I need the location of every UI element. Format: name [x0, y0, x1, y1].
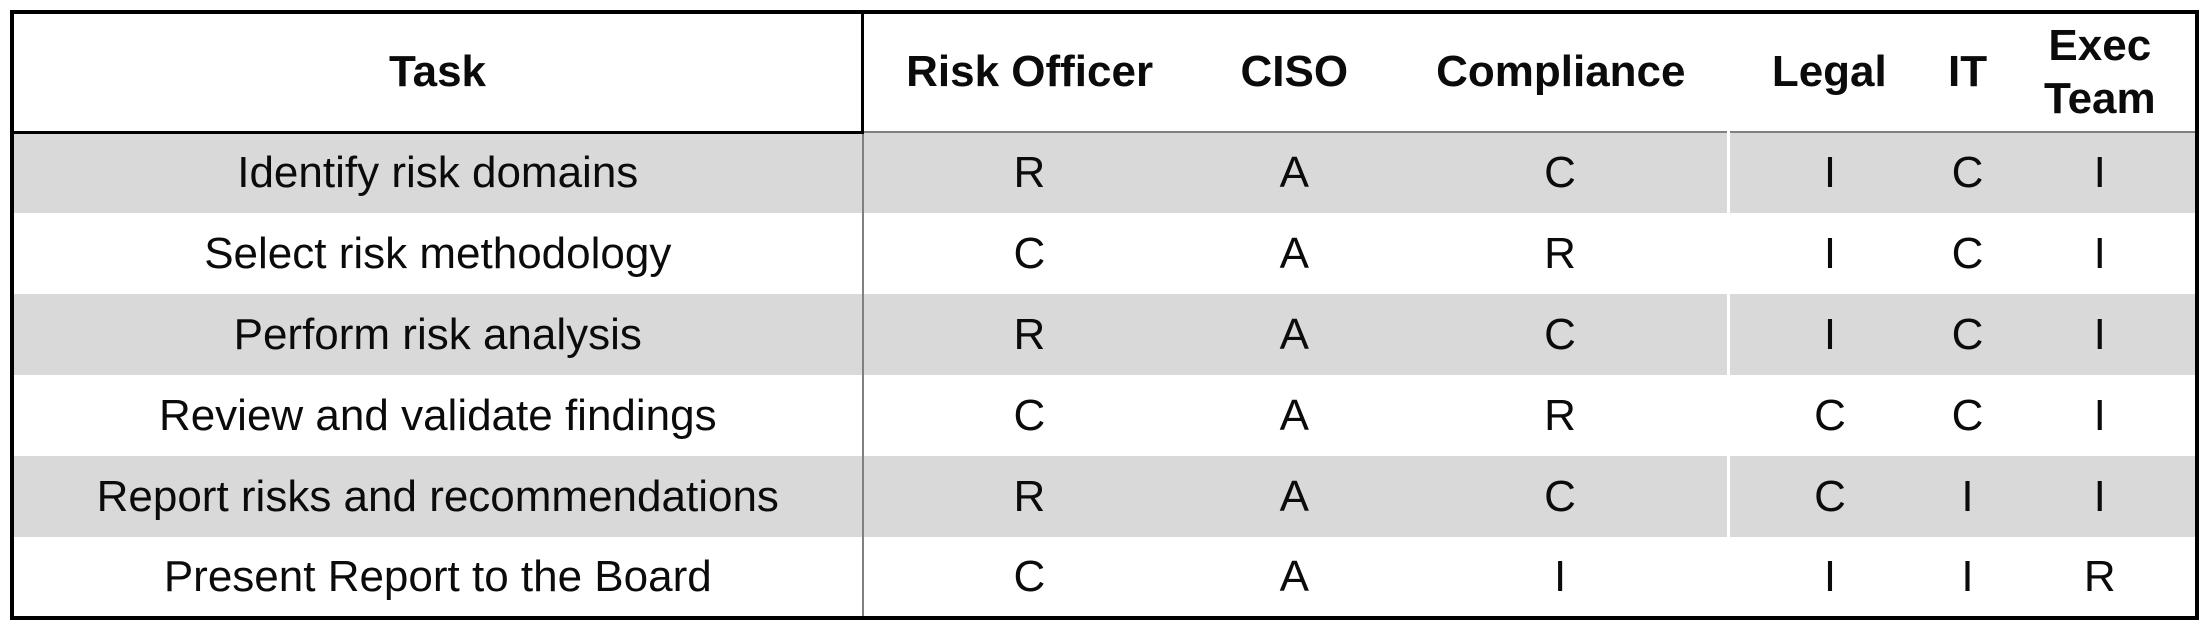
table-row: Review and validate findings C A R C C I — [12, 375, 2197, 456]
task-cell: Select risk methodology — [12, 213, 864, 294]
raci-cell: I — [1930, 537, 2005, 618]
column-header-task: Task — [12, 12, 865, 134]
raci-cell: A — [1195, 375, 1394, 456]
table-row: Report risks and recommendations R A C C… — [12, 456, 2197, 537]
raci-cell: R — [2004, 537, 2197, 618]
raci-cell: I — [2004, 456, 2197, 537]
column-header-exec-team: Exec Team — [2004, 12, 2197, 133]
raci-cell: I — [1393, 537, 1730, 618]
raci-cell: C — [1930, 213, 2005, 294]
raci-cell: I — [1728, 213, 1931, 294]
raci-cell: R — [862, 132, 1196, 213]
raci-cell: A — [1195, 132, 1394, 213]
task-cell: Perform risk analysis — [12, 294, 864, 375]
raci-cell: C — [1393, 294, 1730, 375]
column-header-risk-officer: Risk Officer — [862, 12, 1196, 133]
raci-cell: A — [1195, 456, 1394, 537]
raci-cell: I — [2004, 132, 2197, 213]
raci-table: Task Risk Officer CISO Compliance Legal … — [10, 10, 2199, 620]
table-row: Select risk methodology C A R I C I — [12, 213, 2197, 294]
task-cell: Identify risk domains — [12, 132, 864, 213]
column-header-legal: Legal — [1728, 12, 1931, 133]
column-header-it: IT — [1930, 12, 2005, 133]
raci-cell: C — [862, 375, 1196, 456]
table-row: Perform risk analysis R A C I C I — [12, 294, 2197, 375]
raci-cell: R — [1393, 213, 1730, 294]
raci-cell: I — [2004, 294, 2197, 375]
raci-cell: A — [1195, 213, 1394, 294]
raci-cell: R — [862, 456, 1196, 537]
task-cell: Review and validate findings — [12, 375, 864, 456]
table-row: Identify risk domains R A C I C I — [12, 132, 2197, 213]
raci-cell: R — [862, 294, 1196, 375]
raci-cell: C — [862, 537, 1196, 618]
task-cell: Report risks and recommendations — [12, 456, 864, 537]
raci-cell: I — [2004, 213, 2197, 294]
raci-cell: C — [1930, 375, 2005, 456]
raci-cell: I — [1728, 294, 1931, 375]
raci-cell: I — [1728, 132, 1931, 213]
raci-cell: R — [1393, 375, 1730, 456]
raci-cell: C — [1393, 132, 1730, 213]
column-header-compliance: Compliance — [1393, 12, 1729, 133]
column-header-ciso: CISO — [1195, 12, 1394, 133]
raci-cell: C — [1930, 132, 2005, 213]
raci-cell: C — [1728, 456, 1931, 537]
raci-cell: A — [1195, 294, 1394, 375]
raci-cell: I — [1728, 537, 1931, 618]
raci-cell: C — [1728, 375, 1931, 456]
raci-cell: C — [1393, 456, 1730, 537]
task-cell: Present Report to the Board — [12, 537, 864, 618]
table-row: Present Report to the Board C A I I I R — [12, 537, 2197, 618]
raci-cell: C — [1930, 294, 2005, 375]
raci-cell: I — [2004, 375, 2197, 456]
header-row: Task Risk Officer CISO Compliance Legal … — [12, 12, 2197, 134]
raci-cell: C — [862, 213, 1196, 294]
raci-cell: I — [1930, 456, 2005, 537]
raci-cell: A — [1195, 537, 1394, 618]
